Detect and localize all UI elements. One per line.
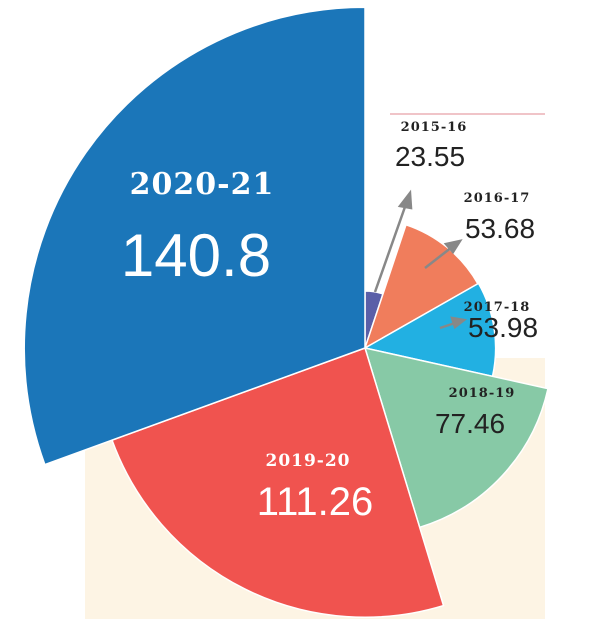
value-label: 23.55 xyxy=(395,141,465,172)
value-label: 53.68 xyxy=(465,213,535,244)
slice xyxy=(363,346,549,529)
slice xyxy=(111,347,445,618)
category-label: 2017-18 xyxy=(464,300,531,315)
slices xyxy=(23,6,549,618)
slice xyxy=(363,223,479,350)
arrow-head xyxy=(397,189,413,210)
category-label: 2018-19 xyxy=(449,386,516,401)
value-label: 111.26 xyxy=(257,480,373,524)
value-label: 77.46 xyxy=(435,408,505,439)
leader-line xyxy=(439,321,456,330)
value-label: 140.8 xyxy=(121,222,271,289)
slice xyxy=(362,282,497,378)
category-label: 2020-21 xyxy=(130,167,275,202)
category-label: 2015-16 xyxy=(401,120,468,135)
slice xyxy=(23,6,366,466)
arrow-head xyxy=(443,239,463,255)
leaders xyxy=(373,189,468,330)
arrow-head xyxy=(450,316,468,330)
value-label: 53.98 xyxy=(468,312,538,343)
category-label: 2019-20 xyxy=(265,451,350,471)
category-label: 2016-17 xyxy=(464,191,531,206)
leader-line xyxy=(424,246,453,269)
leader-line xyxy=(373,203,408,293)
